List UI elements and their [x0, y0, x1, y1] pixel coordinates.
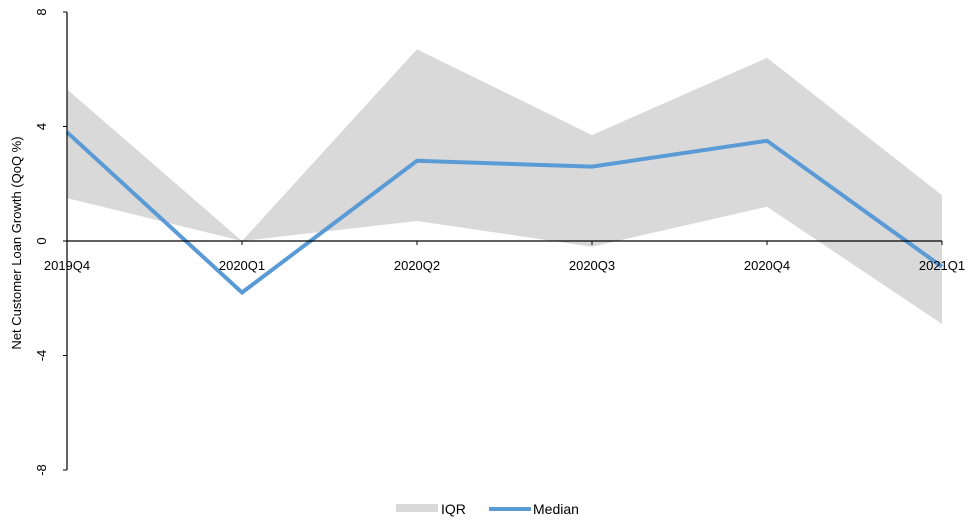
iqr-band: [67, 49, 942, 324]
legend: IQR Median: [396, 501, 579, 517]
legend-swatch-iqr: [396, 504, 438, 512]
y-tick-label: 8: [34, 8, 49, 15]
median-line: [65, 130, 944, 296]
axes: -8 -4 0 4 8 2019Q4 2020Q1 2020Q2 2020Q3 2020Q4 202…: [34, 8, 965, 475]
y-tick-label: 0: [34, 237, 49, 244]
x-tick-label: 2020Q3: [569, 258, 615, 273]
x-tick-label: 2020Q4: [744, 258, 790, 273]
legend-label-iqr: IQR: [441, 501, 466, 517]
y-tick-label: -8: [34, 464, 49, 476]
x-tick-label: 2019Q4: [44, 258, 90, 273]
x-tick-label: 2020Q2: [394, 258, 440, 273]
x-tick-label: 2020Q1: [219, 258, 265, 273]
x-tick-label: 2021Q1: [919, 258, 965, 273]
plot-area: [65, 49, 944, 324]
y-tick-label: -4: [34, 350, 49, 362]
y-tick-label: 4: [34, 123, 49, 130]
y-axis-title: Net Customer Loan Growth (QoQ %): [9, 136, 24, 349]
legend-label-median: Median: [533, 501, 579, 517]
